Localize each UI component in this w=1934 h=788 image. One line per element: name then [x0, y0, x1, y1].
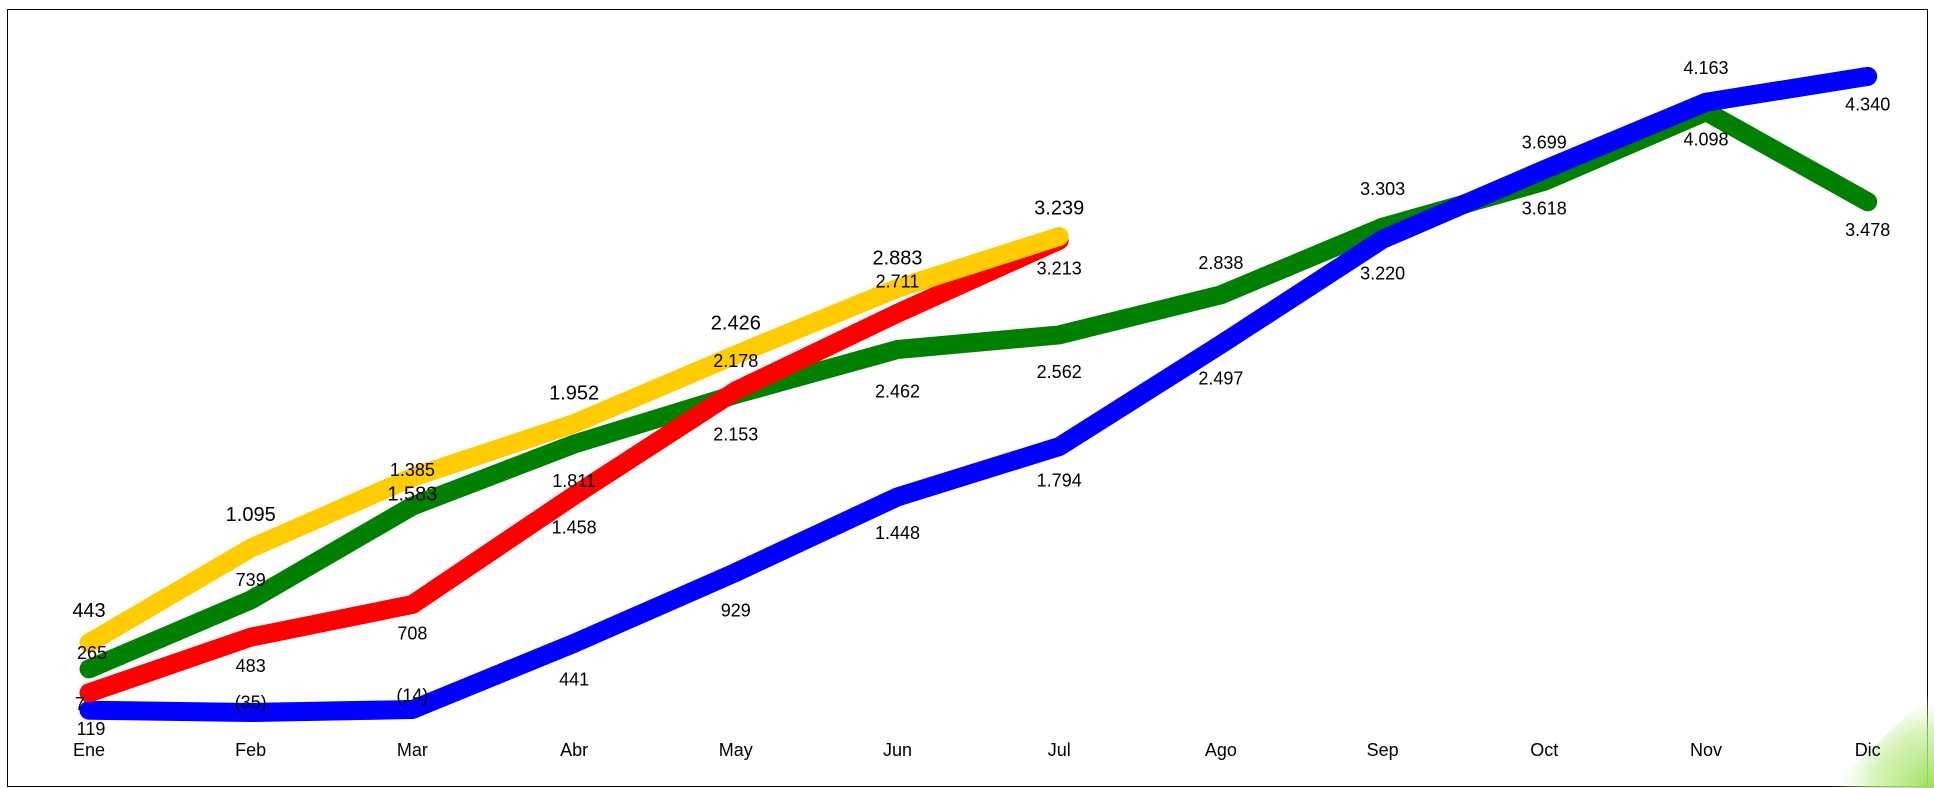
data-label-s1: 2.462: [875, 382, 920, 402]
chart-frame: [7, 9, 1928, 787]
data-label-s2: (35): [235, 693, 267, 713]
data-label-s2: 441: [559, 669, 589, 689]
data-label-s3: 2.178: [713, 351, 758, 371]
data-label-s2: 3.220: [1360, 263, 1405, 283]
x-tick-label: Nov: [1690, 740, 1722, 760]
data-label-s3: 3.213: [1037, 258, 1082, 278]
data-label-s2: 929: [721, 600, 751, 620]
data-label-s1: 4.098: [1683, 130, 1728, 150]
x-tick-label: Jun: [883, 740, 912, 760]
data-label-s2: 4.340: [1845, 94, 1890, 114]
data-label-s2: 1.794: [1037, 471, 1082, 491]
data-label-s2: 4.163: [1683, 58, 1728, 78]
series-line-2: [79, 66, 1878, 722]
data-label-s1: 2.562: [1037, 362, 1082, 382]
data-label-s1: 1.811: [552, 471, 596, 491]
data-label-s1: 3.303: [1360, 179, 1405, 199]
data-label-s2: 2.497: [1198, 368, 1243, 388]
x-tick-label: Jul: [1048, 740, 1071, 760]
x-tick-label: Sep: [1367, 740, 1399, 760]
data-label-s1: 739: [236, 570, 266, 590]
data-label-s4: 2.883: [872, 247, 922, 269]
x-tick-label: Ene: [73, 740, 105, 760]
x-tick-label: Oct: [1530, 740, 1558, 760]
data-label-s2: 119: [77, 719, 106, 739]
x-tick-label: Feb: [235, 740, 266, 760]
data-label-s3: 7: [75, 694, 85, 714]
x-tick-label: Ago: [1205, 740, 1237, 760]
series-line-4: [79, 227, 1069, 653]
data-label-s4: 1.583: [387, 483, 437, 505]
data-label-s4: 1.952: [549, 383, 599, 405]
series-line-3: [79, 230, 1069, 703]
x-tick-label: Abr: [560, 740, 588, 760]
data-label-s3: 483: [236, 656, 266, 676]
data-label-s4: 1.095: [226, 504, 276, 526]
data-label-s1: 2.838: [1198, 253, 1243, 273]
data-label-s1: 265: [77, 643, 107, 663]
data-label-s1: 1.385: [390, 460, 435, 480]
data-label-s3: 708: [397, 624, 427, 644]
series-line-1: [79, 102, 1878, 679]
data-label-s3: 1.458: [552, 518, 597, 538]
corner-decoration: [1830, 690, 1934, 788]
data-label-s4: 443: [72, 600, 105, 622]
data-label-s2: 1.448: [875, 523, 920, 543]
data-label-s2: (14): [396, 686, 428, 706]
data-label-s2: 3.699: [1522, 133, 1567, 153]
x-tick-label: May: [719, 740, 753, 760]
x-tick-label: Mar: [397, 740, 428, 760]
x-tick-label: Dic: [1855, 740, 1881, 760]
data-label-s1: 3.478: [1845, 220, 1890, 240]
data-label-s4: 2.426: [711, 313, 761, 335]
data-label-s1: 3.618: [1522, 198, 1567, 218]
data-label-s4: 3.239: [1034, 198, 1084, 220]
data-label-s3: 2.711: [876, 271, 920, 291]
data-label-s1: 2.153: [713, 424, 758, 444]
